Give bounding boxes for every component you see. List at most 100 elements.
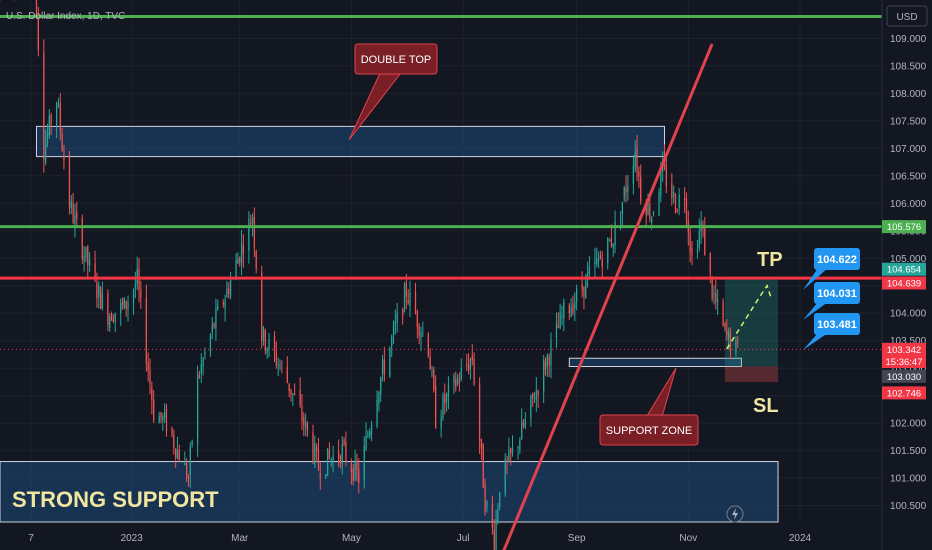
price-tick-label: 103.500 — [890, 336, 927, 347]
candle-body — [217, 305, 219, 310]
candle-body — [517, 447, 519, 449]
candle-body — [184, 463, 186, 466]
candle-body — [98, 284, 100, 297]
candle-body — [158, 416, 160, 424]
candle-body — [110, 313, 113, 321]
candle-body — [367, 435, 369, 437]
candle-body — [46, 132, 49, 144]
candle-body — [696, 250, 699, 253]
time-tick-label: 2023 — [121, 533, 144, 544]
trendline[interactable] — [500, 43, 714, 550]
candle-body — [433, 369, 435, 391]
candle-body — [737, 341, 739, 343]
candle-body — [99, 287, 102, 309]
candle-body — [149, 370, 151, 385]
target-label-box[interactable] — [814, 282, 860, 304]
currency-button[interactable] — [886, 5, 928, 27]
candle-body — [341, 444, 343, 464]
candle-body — [173, 435, 175, 448]
overlays-layer: DOUBLE TOP SUPPORT ZONE STRONG SUPPORT TP SL… — [0, 0, 860, 550]
candle-body — [303, 417, 305, 426]
candle-body — [45, 142, 47, 163]
candle-body — [537, 390, 539, 396]
candle-body — [277, 363, 279, 365]
candle-body — [389, 347, 391, 377]
candle-body — [407, 300, 409, 303]
candle-body — [237, 258, 239, 264]
candle-body — [588, 266, 591, 274]
candle-body — [273, 336, 276, 352]
candle-body — [638, 171, 640, 177]
price-label-text: 103.342 — [887, 345, 921, 356]
candle-body — [369, 431, 371, 437]
candle-body — [574, 302, 576, 309]
candle-body — [294, 393, 296, 395]
candle-body — [478, 383, 481, 442]
candle-body — [315, 446, 318, 451]
candle-body — [209, 334, 212, 352]
candle-body — [608, 239, 611, 241]
candle-body — [658, 192, 660, 216]
price-tick-label: 101.000 — [890, 474, 927, 485]
candle-body — [491, 503, 494, 528]
candle-body — [416, 311, 418, 328]
candle-body — [713, 293, 715, 295]
lightning-icon[interactable] — [726, 505, 744, 523]
candle-body — [651, 218, 653, 223]
candle-body — [418, 325, 420, 336]
candle-body — [559, 312, 561, 329]
candle-body — [581, 284, 583, 290]
candle-body — [266, 348, 268, 354]
candle-body — [151, 387, 153, 401]
candle-body — [409, 291, 411, 307]
candle-body — [722, 301, 724, 326]
candle-body — [691, 247, 693, 256]
candle-body — [261, 272, 263, 342]
candle-body — [224, 299, 226, 309]
candle-body — [647, 201, 649, 215]
price-label-text: 15:36:47 — [886, 357, 923, 368]
price-label-box — [882, 342, 926, 356]
candle-body — [469, 359, 472, 369]
candle-body — [50, 114, 52, 125]
candle-body — [123, 298, 126, 309]
price-label-box — [882, 220, 926, 234]
candle-body — [381, 360, 384, 375]
target-pointer — [803, 302, 828, 320]
candle-body — [301, 406, 303, 421]
candle-body — [68, 156, 71, 208]
strong-support-text: STRONG SUPPORT — [12, 487, 219, 512]
double-top-label[interactable] — [354, 43, 438, 75]
candle-body — [473, 358, 475, 384]
target-label-box[interactable] — [814, 248, 860, 270]
candle-body — [345, 442, 347, 462]
target-label-box[interactable] — [814, 313, 860, 335]
candle-body — [594, 260, 596, 264]
candle-body — [601, 259, 603, 267]
sl-text: SL — [753, 395, 779, 417]
candle-body — [709, 252, 711, 275]
candle-body — [164, 411, 166, 418]
candle-body — [358, 469, 360, 484]
price-tick-label: 103.000 — [890, 364, 927, 375]
candle-body — [328, 450, 331, 458]
candle-body — [365, 435, 367, 450]
candle-body — [101, 293, 104, 309]
candle-body — [429, 356, 431, 370]
candle-body — [83, 255, 85, 262]
candle-body — [226, 288, 228, 298]
candle-body — [480, 439, 483, 449]
candle-body — [467, 364, 470, 371]
candle-body — [332, 455, 334, 463]
support-zone-label[interactable] — [599, 414, 699, 446]
price-tick-label: 100.500 — [890, 501, 927, 512]
candle-body — [317, 449, 320, 470]
candle-body — [43, 52, 45, 160]
candle-body — [70, 201, 72, 209]
candle-body — [431, 370, 433, 372]
candle-body — [652, 212, 655, 215]
candle-body — [202, 358, 204, 366]
candle-body — [660, 168, 662, 196]
candle-body — [222, 302, 224, 305]
price-tick-label: 109.000 — [890, 34, 927, 45]
